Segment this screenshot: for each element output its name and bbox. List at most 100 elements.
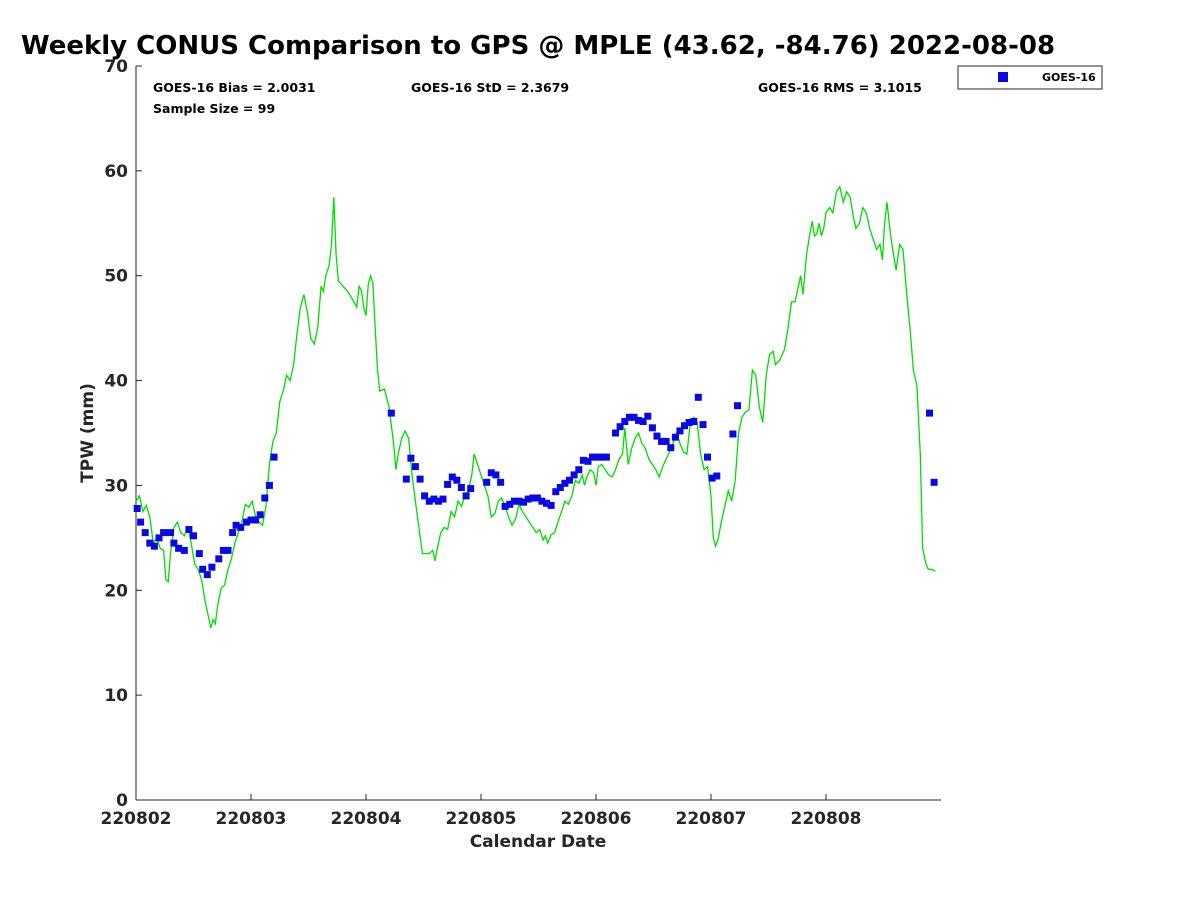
goes-data-point xyxy=(575,466,583,474)
chart-title: Weekly CONUS Comparison to GPS @ MPLE (4… xyxy=(21,31,1055,61)
y-tick-label: 50 xyxy=(104,267,128,287)
goes-data-point xyxy=(199,565,207,573)
gps-series-line xyxy=(135,184,936,629)
goes-data-point xyxy=(501,502,509,510)
legend-box xyxy=(957,65,1103,90)
goes-data-point xyxy=(270,453,278,461)
goes-data-point xyxy=(616,423,624,431)
goes-data-point xyxy=(566,476,573,484)
goes-data-point xyxy=(190,532,197,540)
goes-data-point xyxy=(467,485,475,493)
x-axis-label: Calendar Date xyxy=(470,832,607,852)
goes-data-point xyxy=(570,471,578,479)
y-tick-label: 20 xyxy=(104,581,128,601)
goes-data-point xyxy=(515,497,523,505)
y-ticks: 0 10 20 30 40 50 60 70 xyxy=(104,57,142,811)
goes-data-point xyxy=(133,505,141,512)
goes-data-point xyxy=(224,546,232,554)
x-tick-label: 220808 xyxy=(791,809,862,829)
goes-data-point xyxy=(671,433,679,441)
goes-data-point xyxy=(497,478,505,486)
goes-data-point xyxy=(598,453,606,461)
y-tick-label: 40 xyxy=(104,372,128,392)
goes-data-point xyxy=(411,463,419,471)
goes-data-point xyxy=(602,453,610,461)
goes-data-point xyxy=(387,409,395,417)
goes-data-point xyxy=(694,393,702,401)
goes-data-point xyxy=(662,437,670,445)
goes-data-point xyxy=(639,418,647,425)
goes-data-point xyxy=(175,544,183,552)
x-tick-label: 220802 xyxy=(101,809,172,829)
goes-data-point xyxy=(926,409,933,417)
y-tick-label: 0 xyxy=(116,791,128,811)
goes-data-point xyxy=(232,521,240,529)
y-axis-label: TPW (mm) xyxy=(78,383,98,483)
goes-data-point xyxy=(653,432,661,440)
goes-data-point xyxy=(219,546,227,554)
goes-data-point xyxy=(242,518,250,526)
goes-data-point xyxy=(690,418,698,425)
goes-data-point xyxy=(699,421,707,429)
goes-data-point xyxy=(524,495,532,503)
rms-stat: GOES-16 RMS = 3.1015 xyxy=(758,80,922,95)
goes-data-point xyxy=(252,516,260,524)
goes-data-point xyxy=(215,555,223,563)
x-ticks: 220802 220803 220804 220805 220806 220807 2208… xyxy=(101,794,862,829)
goes-data-point xyxy=(708,474,716,482)
goes-data-point xyxy=(533,494,541,502)
std-stat: GOES-16 StD = 2.3679 xyxy=(411,80,569,95)
x-tick-label: 220804 xyxy=(331,809,402,829)
goes-data-point xyxy=(635,416,642,424)
goes-data-point xyxy=(208,563,216,571)
goes-data-point xyxy=(170,539,178,547)
x-tick-label: 220806 xyxy=(561,809,632,829)
goes-series-markers xyxy=(133,393,938,579)
goes-data-point xyxy=(704,453,711,461)
goes-data-point xyxy=(612,429,619,437)
goes-data-point xyxy=(137,518,145,526)
goes-data-point xyxy=(155,534,163,542)
goes-data-point xyxy=(510,497,518,505)
goes-data-point xyxy=(462,492,470,500)
goes-data-point xyxy=(160,529,168,537)
goes-data-point xyxy=(180,546,188,554)
x-tick-label: 220805 xyxy=(446,809,517,829)
legend-goes-label: GOES-16 xyxy=(1042,71,1096,84)
goes-data-point xyxy=(681,422,688,430)
goes-data-point xyxy=(146,539,154,547)
x-tick-label: 220803 xyxy=(216,809,287,829)
goes-data-point xyxy=(734,402,741,410)
y-tick-label: 60 xyxy=(104,162,128,182)
goes-data-point xyxy=(644,412,652,420)
goes-data-point xyxy=(195,550,203,558)
goes-data-point xyxy=(584,457,592,465)
goes-data-point xyxy=(453,476,461,484)
goes-data-point xyxy=(434,497,442,505)
goes-data-point xyxy=(487,469,495,477)
goes-data-point xyxy=(658,437,666,445)
bias-stat: GOES-16 Bias = 2.0031 xyxy=(153,80,315,95)
goes-data-point xyxy=(256,511,264,519)
goes-data-point xyxy=(448,473,456,481)
goes-data-point xyxy=(402,475,410,483)
goes-data-point xyxy=(520,498,527,506)
goes-data-point xyxy=(265,481,273,489)
goes-data-point xyxy=(552,488,560,496)
goes-data-point xyxy=(667,444,675,452)
goes-data-point xyxy=(556,484,564,491)
goes-data-point xyxy=(492,471,500,479)
goes-data-point xyxy=(416,475,424,483)
goes-data-point xyxy=(529,494,537,502)
goes-data-point xyxy=(457,484,465,491)
goes-data-point xyxy=(729,430,737,438)
goes-data-point xyxy=(676,427,684,435)
goes-data-point xyxy=(547,501,555,509)
goes-data-point xyxy=(630,413,638,421)
goes-data-point xyxy=(506,500,514,508)
goes-data-point xyxy=(579,456,587,464)
goes-data-point xyxy=(685,419,693,426)
goes-data-point xyxy=(589,453,596,461)
goes-data-point xyxy=(261,494,269,502)
